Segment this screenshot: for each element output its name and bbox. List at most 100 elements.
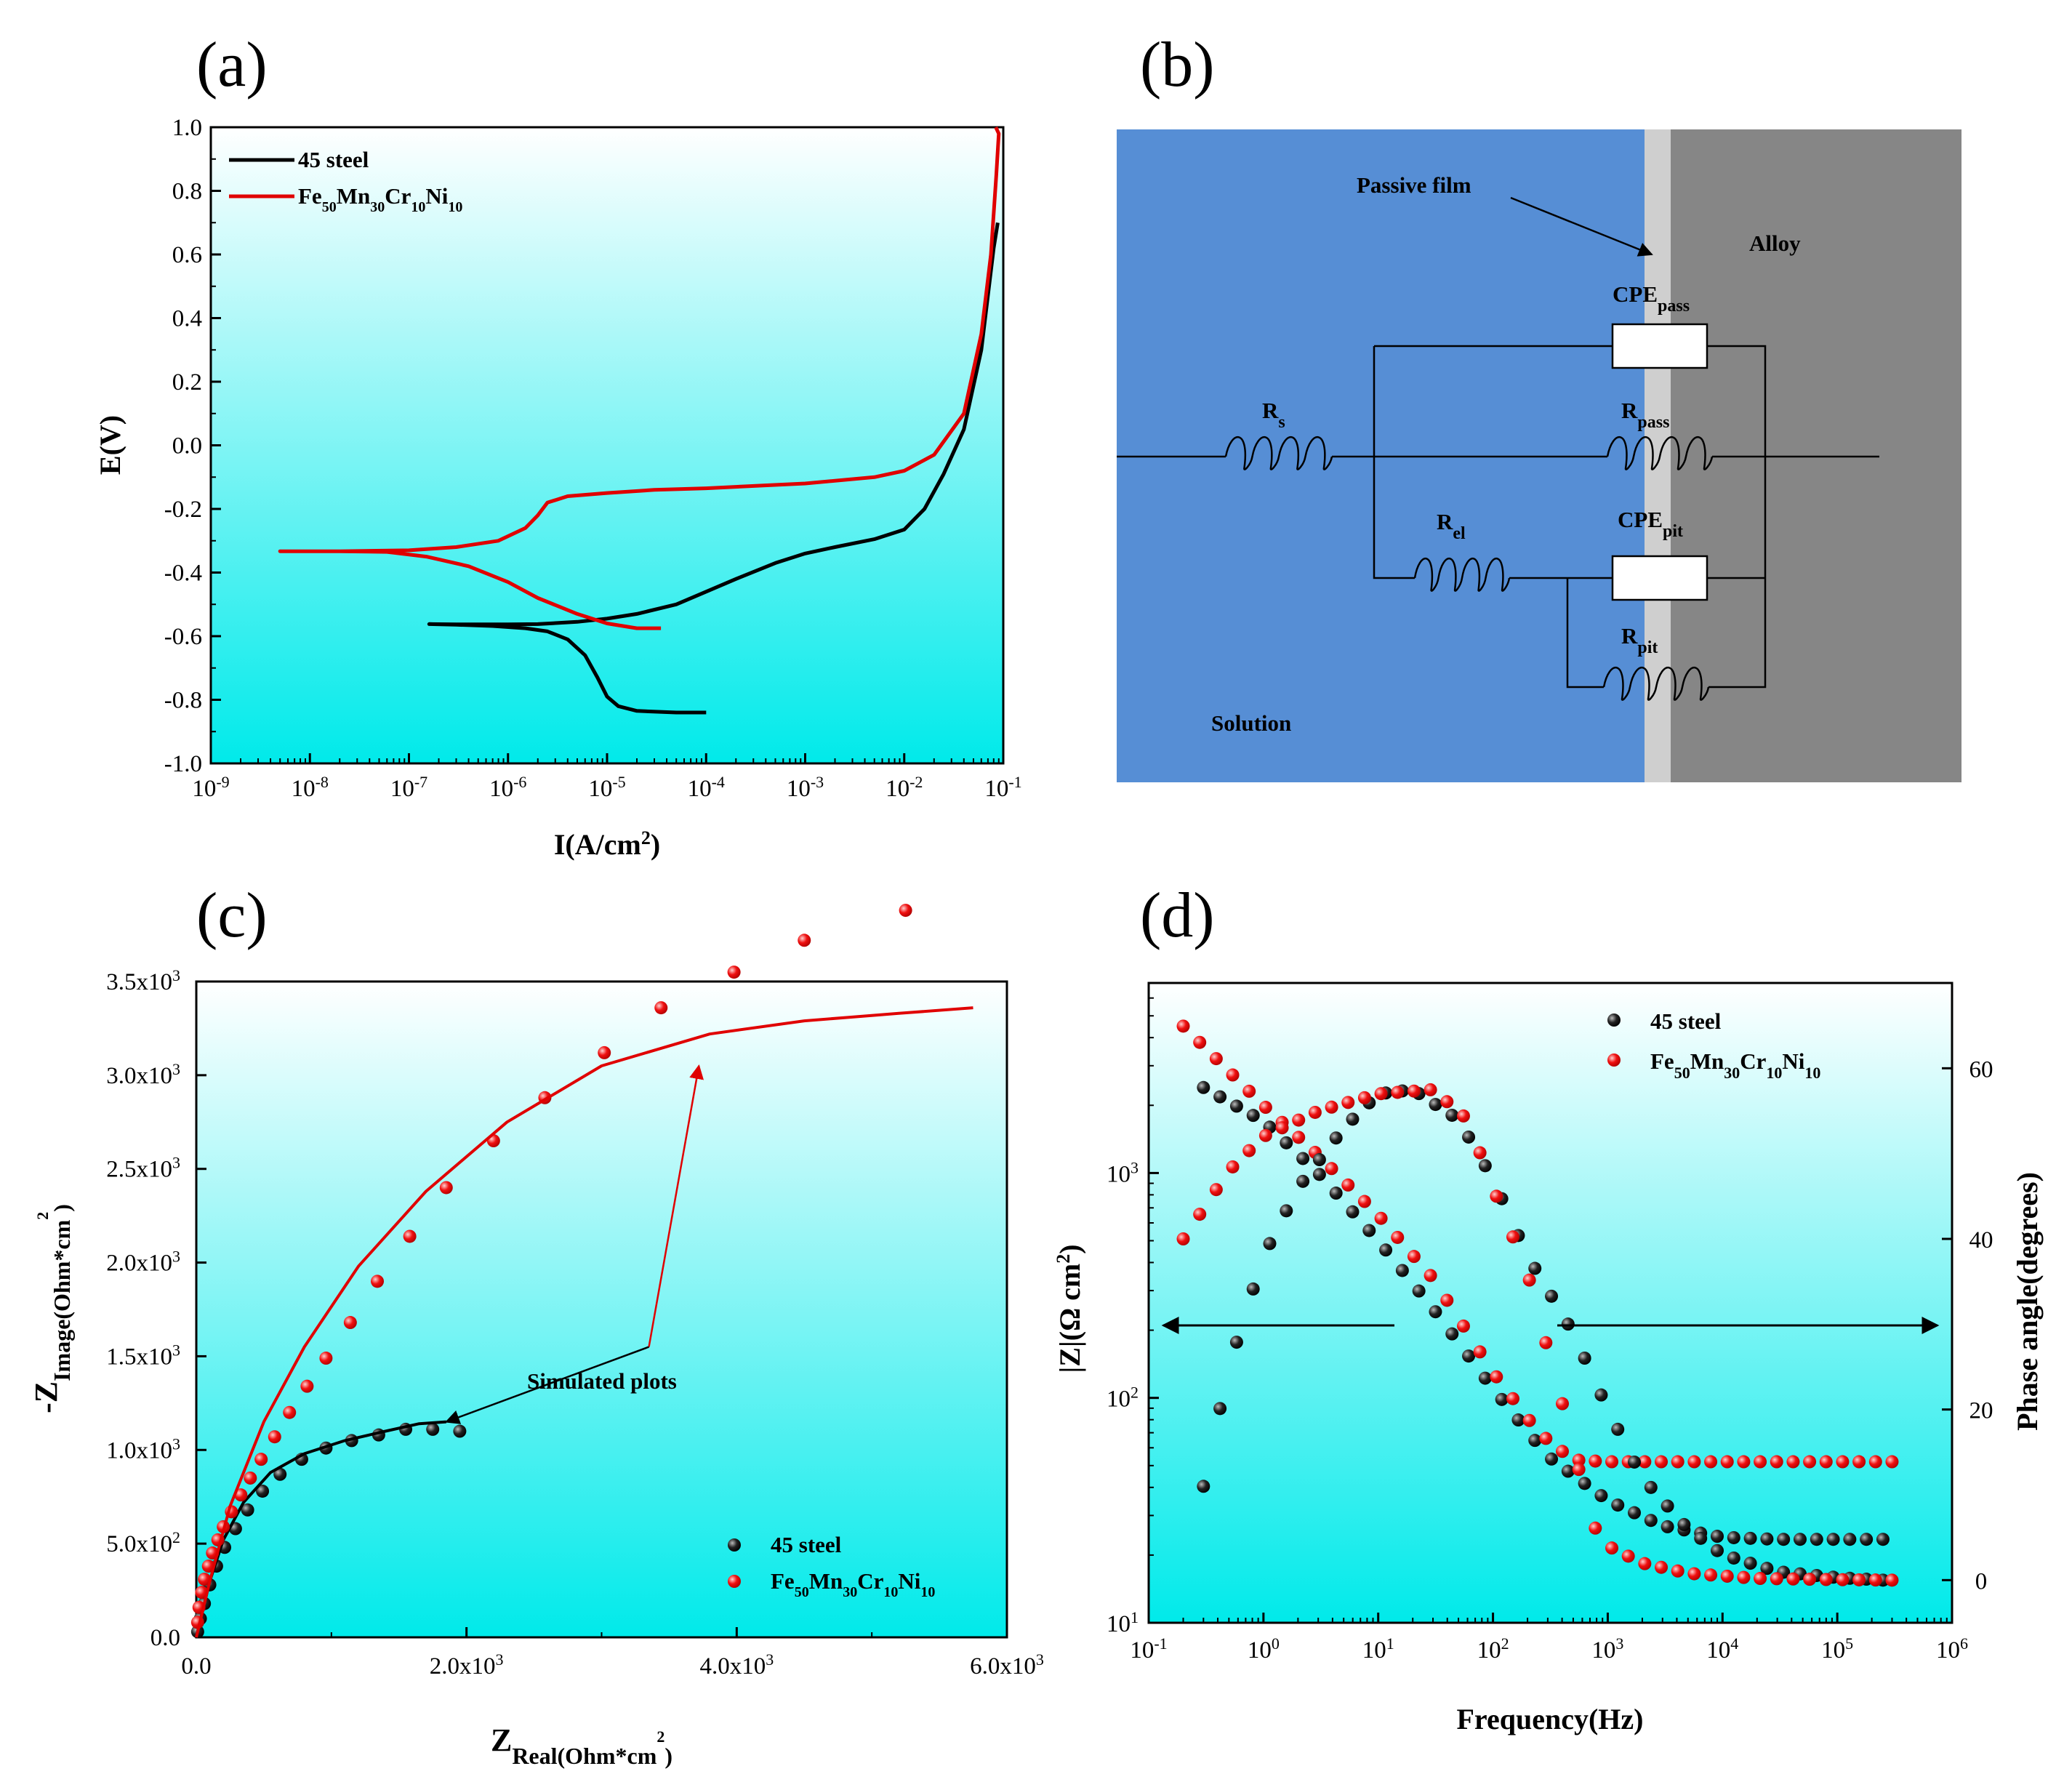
x-tick-label-a: 10-4	[688, 773, 725, 803]
annotation-arrow-red	[648, 1064, 704, 1347]
x-tick-label-d: 10-1	[1130, 1634, 1167, 1664]
phase-point	[1760, 1562, 1774, 1576]
impedance-point	[1810, 1533, 1823, 1546]
x-axis-label-c: ZReal(Ohm*cm2)	[491, 1722, 672, 1769]
y-tick-label-c: 3.0x103	[106, 1059, 180, 1089]
legend-label-a: 45 steel	[298, 147, 369, 172]
impedance-point	[1462, 1349, 1476, 1363]
phase-point	[1754, 1572, 1767, 1586]
plot-area-a	[209, 126, 1005, 765]
solution-label: Solution	[1211, 710, 1291, 736]
y-axis-ticks-d: 101 102 103 0 20 40 60	[1107, 982, 1993, 1637]
phase-point	[1561, 1317, 1575, 1331]
rpass-label: Rpass	[1621, 398, 1669, 432]
impedance-point	[1687, 1455, 1701, 1469]
impedance-point	[1312, 1168, 1326, 1181]
phase-point	[1621, 1549, 1635, 1563]
resistor-rs	[1224, 436, 1333, 470]
phase-point	[1545, 1289, 1559, 1303]
phase-point	[1258, 1128, 1272, 1142]
impedance-point	[1754, 1455, 1767, 1469]
impedance-point	[1803, 1455, 1817, 1469]
impedance-point	[1478, 1371, 1492, 1385]
data-point-45-steel	[453, 1424, 467, 1438]
annotation-arrow-black	[444, 1346, 649, 1424]
impedance-point	[1885, 1455, 1899, 1469]
phase-point	[1429, 1098, 1442, 1112]
impedance-point	[1440, 1293, 1454, 1307]
phase-point	[1539, 1336, 1553, 1349]
impedance-point	[1346, 1205, 1360, 1219]
phase-point	[1786, 1572, 1800, 1586]
equivalent-circuit-schematic: Passive film Alloy Solution CPEpass CPEp…	[1117, 129, 1961, 782]
data-point-fe-alloy	[300, 1379, 314, 1393]
impedance-point	[1506, 1392, 1519, 1405]
y-axis-label-c: -ZImage(Ohm*cm2)	[28, 1204, 75, 1413]
phase-point	[1462, 1130, 1476, 1144]
y-tick-label-a: 0.2	[172, 369, 202, 396]
impedance-point	[1391, 1230, 1405, 1244]
impedance-point	[1412, 1284, 1426, 1298]
impedance-point	[1528, 1434, 1542, 1448]
data-point-fe-alloy	[283, 1405, 297, 1419]
phase-point	[1628, 1455, 1642, 1469]
data-point-fe-alloy	[319, 1352, 333, 1365]
impedance-point	[1495, 1392, 1509, 1406]
phase-point	[1677, 1517, 1691, 1531]
phase-point	[1803, 1573, 1817, 1586]
impedance-point	[1671, 1455, 1684, 1469]
phase-point	[1589, 1521, 1602, 1535]
phase-point	[1229, 1336, 1243, 1349]
y-tick-label-a: 0.0	[172, 433, 202, 459]
phase-point	[1578, 1352, 1591, 1365]
data-point-fe-alloy	[244, 1471, 257, 1485]
impedance-point	[1209, 1052, 1223, 1066]
phase-point	[1312, 1153, 1326, 1167]
impedance-point	[1429, 1305, 1442, 1319]
x-tick-label-d: 105	[1821, 1634, 1853, 1664]
y-axis-right-label-d: Phase angle(degrees)	[2011, 1172, 2044, 1431]
phase-point	[1611, 1422, 1625, 1436]
y-left-tick-label-d: 102	[1107, 1383, 1139, 1413]
phase-point	[1275, 1121, 1289, 1135]
phase-point	[1176, 1232, 1190, 1245]
y-tick-label-a: -0.4	[164, 561, 202, 587]
data-point-fe-alloy	[268, 1430, 281, 1444]
impedance-point	[1522, 1413, 1536, 1427]
y-right-tick-label-d: 20	[1969, 1398, 1993, 1424]
phase-point	[1638, 1557, 1652, 1570]
data-point-45-steel	[241, 1503, 254, 1517]
data-point-fe-alloy	[899, 904, 912, 918]
rel-label: Rel	[1437, 509, 1466, 543]
impedance-point	[1594, 1489, 1608, 1503]
phase-point	[1193, 1208, 1207, 1221]
data-point-fe-alloy	[343, 1316, 357, 1330]
phase-point	[1852, 1573, 1866, 1586]
phase-point	[1242, 1144, 1256, 1157]
phase-point	[1655, 1560, 1669, 1574]
y-tick-label-a: -0.6	[164, 624, 202, 650]
impedance-point	[1852, 1455, 1866, 1469]
impedance-point	[1720, 1455, 1734, 1469]
impedance-point	[1628, 1506, 1642, 1520]
data-point-fe-alloy	[234, 1488, 248, 1502]
phase-point	[1819, 1573, 1833, 1586]
phase-point	[1868, 1573, 1882, 1587]
panel-label-b: (b)	[1140, 30, 1215, 100]
passive-film-region	[1645, 129, 1671, 782]
y-tick-label-a: -1.0	[164, 751, 202, 777]
x-tick-label-a: 10-5	[588, 773, 625, 803]
phase-point	[1263, 1237, 1277, 1251]
impedance-point	[1242, 1084, 1256, 1098]
impedance-point	[1325, 1162, 1338, 1176]
impedance-point	[1229, 1099, 1243, 1113]
phase-point	[1885, 1573, 1899, 1587]
y-axis-ticks-a: -1.0 -0.8 -0.6 -0.4 -0.2 0.0 0.2 0.4 0.6 0.8 1.0	[164, 115, 221, 777]
impedance-point	[1572, 1453, 1586, 1467]
impedance-point	[1424, 1269, 1437, 1283]
annotation-c: Simulated plots	[444, 1064, 704, 1424]
impedance-point	[1638, 1455, 1652, 1469]
impedance-point	[1868, 1455, 1882, 1469]
impedance-point	[1777, 1533, 1791, 1546]
y-right-tick-label-d: 40	[1969, 1227, 1993, 1253]
